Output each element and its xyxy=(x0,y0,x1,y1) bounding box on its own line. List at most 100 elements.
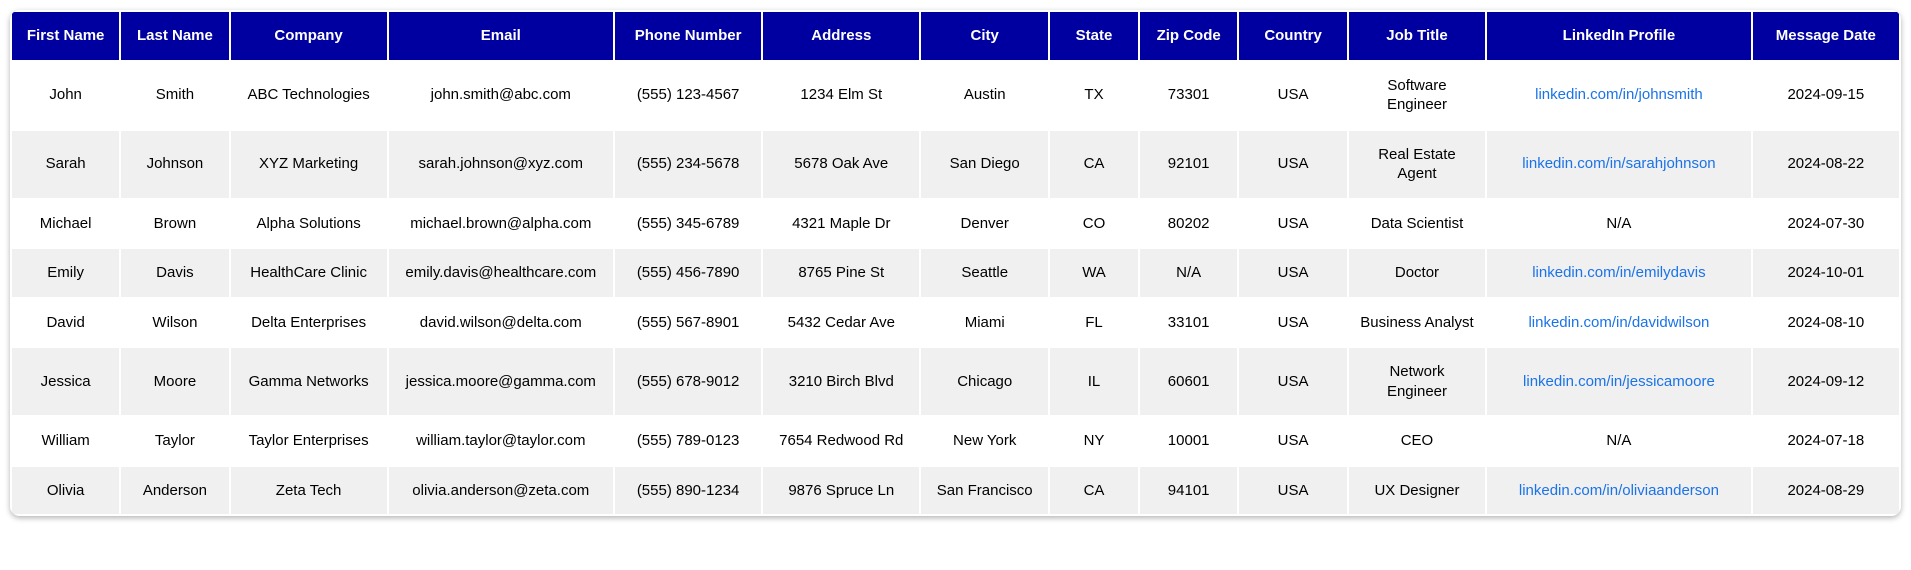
table-cell: Chicago xyxy=(921,348,1048,415)
column-header: Address xyxy=(763,12,919,60)
table-cell: 5432 Cedar Ave xyxy=(763,299,919,347)
table-cell: (555) 890-1234 xyxy=(615,467,761,515)
table-cell: 5678 Oak Ave xyxy=(763,131,919,198)
table-row: JohnSmithABC Technologiesjohn.smith@abc.… xyxy=(12,62,1899,129)
contacts-table-container: First NameLast NameCompanyEmailPhone Num… xyxy=(10,10,1901,516)
table-cell: olivia.anderson@zeta.com xyxy=(389,467,613,515)
table-cell: sarah.johnson@xyz.com xyxy=(389,131,613,198)
column-header: Company xyxy=(231,12,387,60)
table-cell: Real Estate Agent xyxy=(1349,131,1486,198)
table-cell: linkedin.com/in/sarahjohnson xyxy=(1487,131,1750,198)
table-cell: Delta Enterprises xyxy=(231,299,387,347)
linkedin-link[interactable]: linkedin.com/in/davidwilson xyxy=(1528,314,1709,331)
table-cell: USA xyxy=(1239,348,1346,415)
column-header: LinkedIn Profile xyxy=(1487,12,1750,60)
table-cell: jessica.moore@gamma.com xyxy=(389,348,613,415)
table-cell: Sarah xyxy=(12,131,119,198)
table-cell: david.wilson@delta.com xyxy=(389,299,613,347)
table-cell: USA xyxy=(1239,62,1346,129)
column-header: Email xyxy=(389,12,613,60)
column-header: Phone Number xyxy=(615,12,761,60)
table-cell: 3210 Birch Blvd xyxy=(763,348,919,415)
table-cell: emily.davis@healthcare.com xyxy=(389,249,613,297)
table-header: First NameLast NameCompanyEmailPhone Num… xyxy=(12,12,1899,60)
table-cell: (555) 234-5678 xyxy=(615,131,761,198)
table-cell: San Francisco xyxy=(921,467,1048,515)
linkedin-link[interactable]: linkedin.com/in/jessicamoore xyxy=(1523,373,1715,390)
table-cell: 33101 xyxy=(1140,299,1238,347)
table-cell: 92101 xyxy=(1140,131,1238,198)
table-cell: linkedin.com/in/davidwilson xyxy=(1487,299,1750,347)
table-cell: New York xyxy=(921,417,1048,465)
column-header: State xyxy=(1050,12,1138,60)
table-cell: Davis xyxy=(121,249,228,297)
table-cell: USA xyxy=(1239,467,1346,515)
table-cell: linkedin.com/in/johnsmith xyxy=(1487,62,1750,129)
linkedin-link[interactable]: linkedin.com/in/oliviaanderson xyxy=(1519,482,1719,499)
table-cell: 7654 Redwood Rd xyxy=(763,417,919,465)
table-cell: john.smith@abc.com xyxy=(389,62,613,129)
table-cell: San Diego xyxy=(921,131,1048,198)
table-row: DavidWilsonDelta Enterprisesdavid.wilson… xyxy=(12,299,1899,347)
table-cell: NY xyxy=(1050,417,1138,465)
table-cell: UX Designer xyxy=(1349,467,1486,515)
contacts-table: First NameLast NameCompanyEmailPhone Num… xyxy=(10,10,1901,516)
column-header: Zip Code xyxy=(1140,12,1238,60)
table-cell: michael.brown@alpha.com xyxy=(389,200,613,248)
table-cell: William xyxy=(12,417,119,465)
table-cell: (555) 456-7890 xyxy=(615,249,761,297)
table-cell: (555) 345-6789 xyxy=(615,200,761,248)
table-cell: 4321 Maple Dr xyxy=(763,200,919,248)
table-cell: linkedin.com/in/emilydavis xyxy=(1487,249,1750,297)
table-cell: Anderson xyxy=(121,467,228,515)
table-cell: Olivia xyxy=(12,467,119,515)
table-cell: N/A xyxy=(1487,200,1750,248)
linkedin-link[interactable]: linkedin.com/in/sarahjohnson xyxy=(1522,155,1715,172)
table-cell: Alpha Solutions xyxy=(231,200,387,248)
column-header: First Name xyxy=(12,12,119,60)
table-cell: Taylor Enterprises xyxy=(231,417,387,465)
table-cell: XYZ Marketing xyxy=(231,131,387,198)
table-cell: 94101 xyxy=(1140,467,1238,515)
linkedin-link[interactable]: linkedin.com/in/johnsmith xyxy=(1535,86,1703,103)
table-cell: Jessica xyxy=(12,348,119,415)
table-cell: 60601 xyxy=(1140,348,1238,415)
table-cell: USA xyxy=(1239,249,1346,297)
table-cell: Network Engineer xyxy=(1349,348,1486,415)
table-cell: CA xyxy=(1050,131,1138,198)
table-cell: 9876 Spruce Ln xyxy=(763,467,919,515)
linkedin-link[interactable]: linkedin.com/in/emilydavis xyxy=(1532,264,1705,281)
table-cell: (555) 678-9012 xyxy=(615,348,761,415)
table-cell: Gamma Networks xyxy=(231,348,387,415)
table-cell: Austin xyxy=(921,62,1048,129)
table-cell: Emily xyxy=(12,249,119,297)
table-cell: USA xyxy=(1239,417,1346,465)
table-cell: 10001 xyxy=(1140,417,1238,465)
table-cell: Moore xyxy=(121,348,228,415)
table-cell: Data Scientist xyxy=(1349,200,1486,248)
table-cell: CO xyxy=(1050,200,1138,248)
table-row: JessicaMooreGamma Networksjessica.moore@… xyxy=(12,348,1899,415)
table-row: SarahJohnsonXYZ Marketingsarah.johnson@x… xyxy=(12,131,1899,198)
table-cell: USA xyxy=(1239,200,1346,248)
table-cell: 2024-10-01 xyxy=(1753,249,1899,297)
table-cell: 2024-07-18 xyxy=(1753,417,1899,465)
table-cell: 80202 xyxy=(1140,200,1238,248)
table-row: MichaelBrownAlpha Solutionsmichael.brown… xyxy=(12,200,1899,248)
column-header: City xyxy=(921,12,1048,60)
table-cell: Wilson xyxy=(121,299,228,347)
table-cell: CEO xyxy=(1349,417,1486,465)
table-cell: william.taylor@taylor.com xyxy=(389,417,613,465)
table-row: EmilyDavisHealthCare Clinicemily.davis@h… xyxy=(12,249,1899,297)
table-cell: (555) 789-0123 xyxy=(615,417,761,465)
table-cell: 2024-08-10 xyxy=(1753,299,1899,347)
table-cell: 2024-09-15 xyxy=(1753,62,1899,129)
table-cell: John xyxy=(12,62,119,129)
table-cell: CA xyxy=(1050,467,1138,515)
table-cell: Seattle xyxy=(921,249,1048,297)
table-cell: 8765 Pine St xyxy=(763,249,919,297)
table-cell: Doctor xyxy=(1349,249,1486,297)
table-cell: WA xyxy=(1050,249,1138,297)
table-cell: USA xyxy=(1239,299,1346,347)
table-cell: David xyxy=(12,299,119,347)
